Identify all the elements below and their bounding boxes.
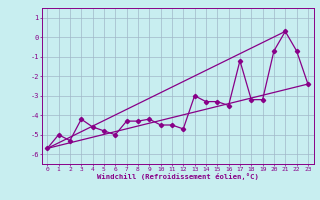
X-axis label: Windchill (Refroidissement éolien,°C): Windchill (Refroidissement éolien,°C) <box>97 173 259 180</box>
